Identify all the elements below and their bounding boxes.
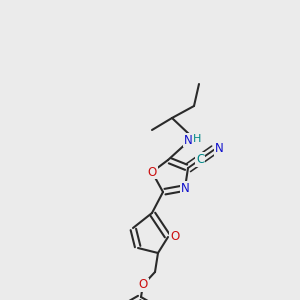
Text: O: O — [170, 230, 180, 244]
Text: H: H — [193, 134, 201, 144]
Text: O: O — [138, 278, 148, 292]
Text: N: N — [181, 182, 189, 194]
Text: N: N — [184, 134, 192, 146]
Text: C: C — [196, 153, 204, 166]
Text: O: O — [147, 166, 157, 178]
Text: N: N — [215, 142, 224, 155]
